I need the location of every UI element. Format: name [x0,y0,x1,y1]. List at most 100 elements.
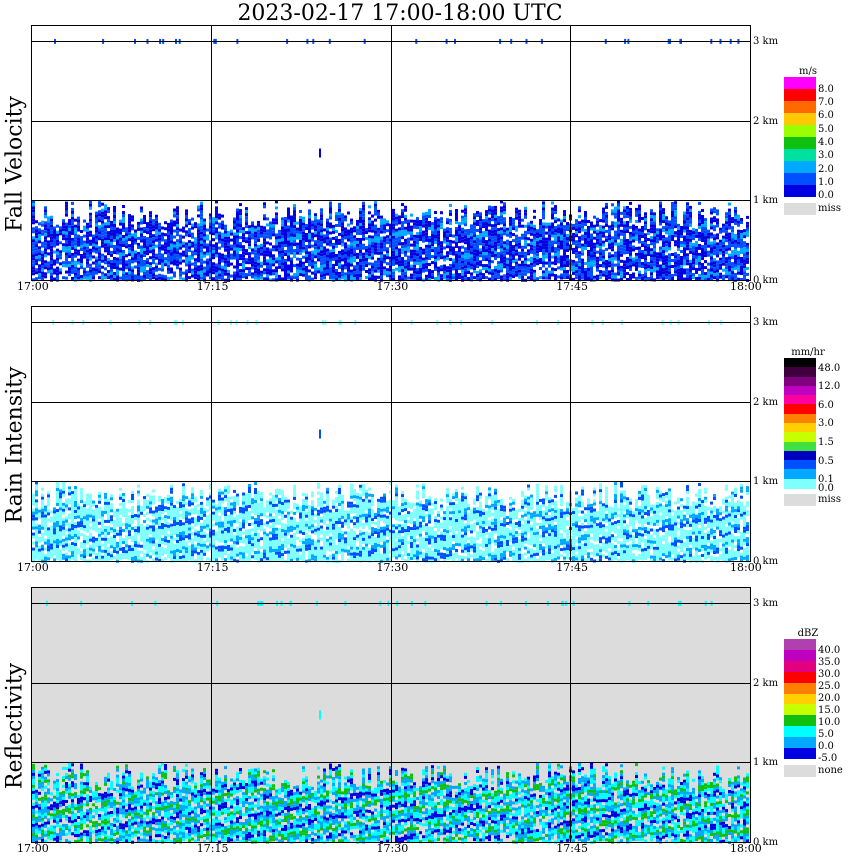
plot-svg [31,306,751,563]
y-tick-label: 0 km [753,556,779,567]
plot-frame [31,587,751,843]
x-tick-label: 17:30 [376,561,409,574]
colorbar-swatch [784,704,816,716]
panel-rain-intensity: Rain Intensity 17:00 17:15 17:30 17:45 18:00 0… [0,305,850,585]
colorbar-swatch [784,660,816,672]
colorbar-label: 40.0 [818,645,841,656]
x-tick-label: 17:45 [556,561,588,574]
colorbar-swatch [784,693,816,705]
x-tick-label: 17:45 [556,842,588,855]
plot-svg [31,587,751,844]
y-axis-label: Fall Velocity [0,24,30,304]
colorbar-swatch [784,671,816,683]
colorbar-swatch [784,715,816,727]
colorbar-swatch [784,77,816,89]
colorbar-label: 2.0 [818,163,834,175]
y-axis-label-text: Reflectivity [2,662,28,790]
colorbar-swatch [784,149,816,161]
colorbar-swatch [784,441,816,452]
x-tick-label: 17:15 [196,280,229,293]
colorbar-missing-label: miss [818,494,841,505]
colorbar-label: 6.0 [818,399,834,411]
plot-frame [31,25,751,281]
colorbar-swatch [784,639,816,650]
colorbar-label: 0.5 [818,455,834,467]
grid-lines [31,587,750,842]
colorbar-label: 25.0 [818,681,841,692]
colorbar-label: 3.0 [818,418,834,430]
x-tick-label: 17:30 [376,280,409,293]
colorbar-swatch [784,478,816,489]
x-tick-label: 17:45 [556,280,588,293]
colorbar-missing-swatch [784,765,816,777]
colorbar-swatch [784,101,816,113]
colorbar-swatch [784,185,816,197]
colorbar-label: 5.0 [818,729,834,740]
colorbar-label: 48.0 [818,362,841,374]
colorbar-swatch [784,395,816,406]
colorbar-label: 10.0 [818,717,841,728]
colorbar-unit: dBZ [797,628,819,639]
page-title: 2023-02-17 17:00-18:00 UTC [237,1,563,26]
colorbar-label: 0.1 [818,474,834,486]
x-tick-label: 17:30 [376,842,409,855]
colorbar-swatch [784,726,816,738]
y-axis-label-text: Fall Velocity [2,96,28,232]
colorbar-label: 30.0 [818,669,841,680]
colorbar-label: 0.0 [818,190,834,202]
colorbar-label: -5.0 [818,753,838,764]
colorbar-swatch [784,376,816,387]
y-tick-label: 2 km [753,677,779,689]
radar-echo-cells [32,200,749,282]
x-tick-label: 18:00 [730,280,762,293]
colorbar-swatch [784,404,816,415]
y-tick-label: 2 km [753,115,779,127]
colorbar-swatch [784,469,816,480]
colorbar-unit: mm/hr [791,347,825,358]
grid-lines [31,25,750,280]
colorbar-label: 3.0 [818,150,834,162]
y-axis-label: Rain Intensity [0,305,30,585]
colorbar-missing-swatch [784,494,816,506]
colorbar-label: 5.0 [818,123,834,135]
y-tick-label: 0 km [753,275,779,286]
y-tick-label: 1 km [753,757,779,769]
radar-echo-cells [32,762,749,844]
colorbar-swatch [784,89,816,101]
y-tick-label: 1 km [753,195,779,207]
colorbar-swatch [784,385,816,396]
colorbar-label: 8.0 [818,83,834,95]
colorbar-swatch [784,173,816,185]
colorbar-swatch [784,649,816,661]
colorbar-label: 20.0 [818,693,841,704]
colorbar-label: 35.0 [818,657,841,668]
colorbar-label: 4.0 [818,137,834,148]
plot-frame [31,306,751,562]
colorbar-swatch [784,161,816,173]
colorbar-swatch [784,748,816,760]
colorbar-label: 0.0 [818,483,834,495]
x-tick-label: 18:00 [730,561,762,574]
colorbar-missing-swatch [784,203,816,215]
colorbar-label: 1.5 [818,436,834,448]
x-tick-label: 17:00 [17,280,49,293]
x-tick-label: 17:00 [17,842,49,855]
x-tick-label: 17:15 [196,842,229,855]
colorbar-swatch [784,460,816,471]
colorbar-swatch [784,358,816,368]
grid-lines [31,306,750,561]
colorbar-swatch [784,682,816,694]
y-tick-label: 3 km [753,316,779,328]
y-tick-label: 3 km [753,35,779,47]
colorbar-swatch [784,125,816,137]
colorbar-label: 1.0 [818,177,834,188]
colorbar-label: 7.0 [818,97,834,108]
x-tick-label: 17:15 [196,561,229,574]
x-tick-label: 18:00 [730,842,762,855]
colorbar-swatch [784,450,816,461]
y-tick-label: 1 km [753,476,779,488]
panel-fall-velocity: Fall Velocity 17:00 17:15 17:30 17:45 18:00 0 … [0,24,850,304]
colorbar-label: 12.0 [818,381,841,393]
panel-reflectivity: Reflectivity 17:00 17:15 17:30 17:45 18:00 0 k… [0,586,850,866]
colorbar-swatch [784,423,816,433]
